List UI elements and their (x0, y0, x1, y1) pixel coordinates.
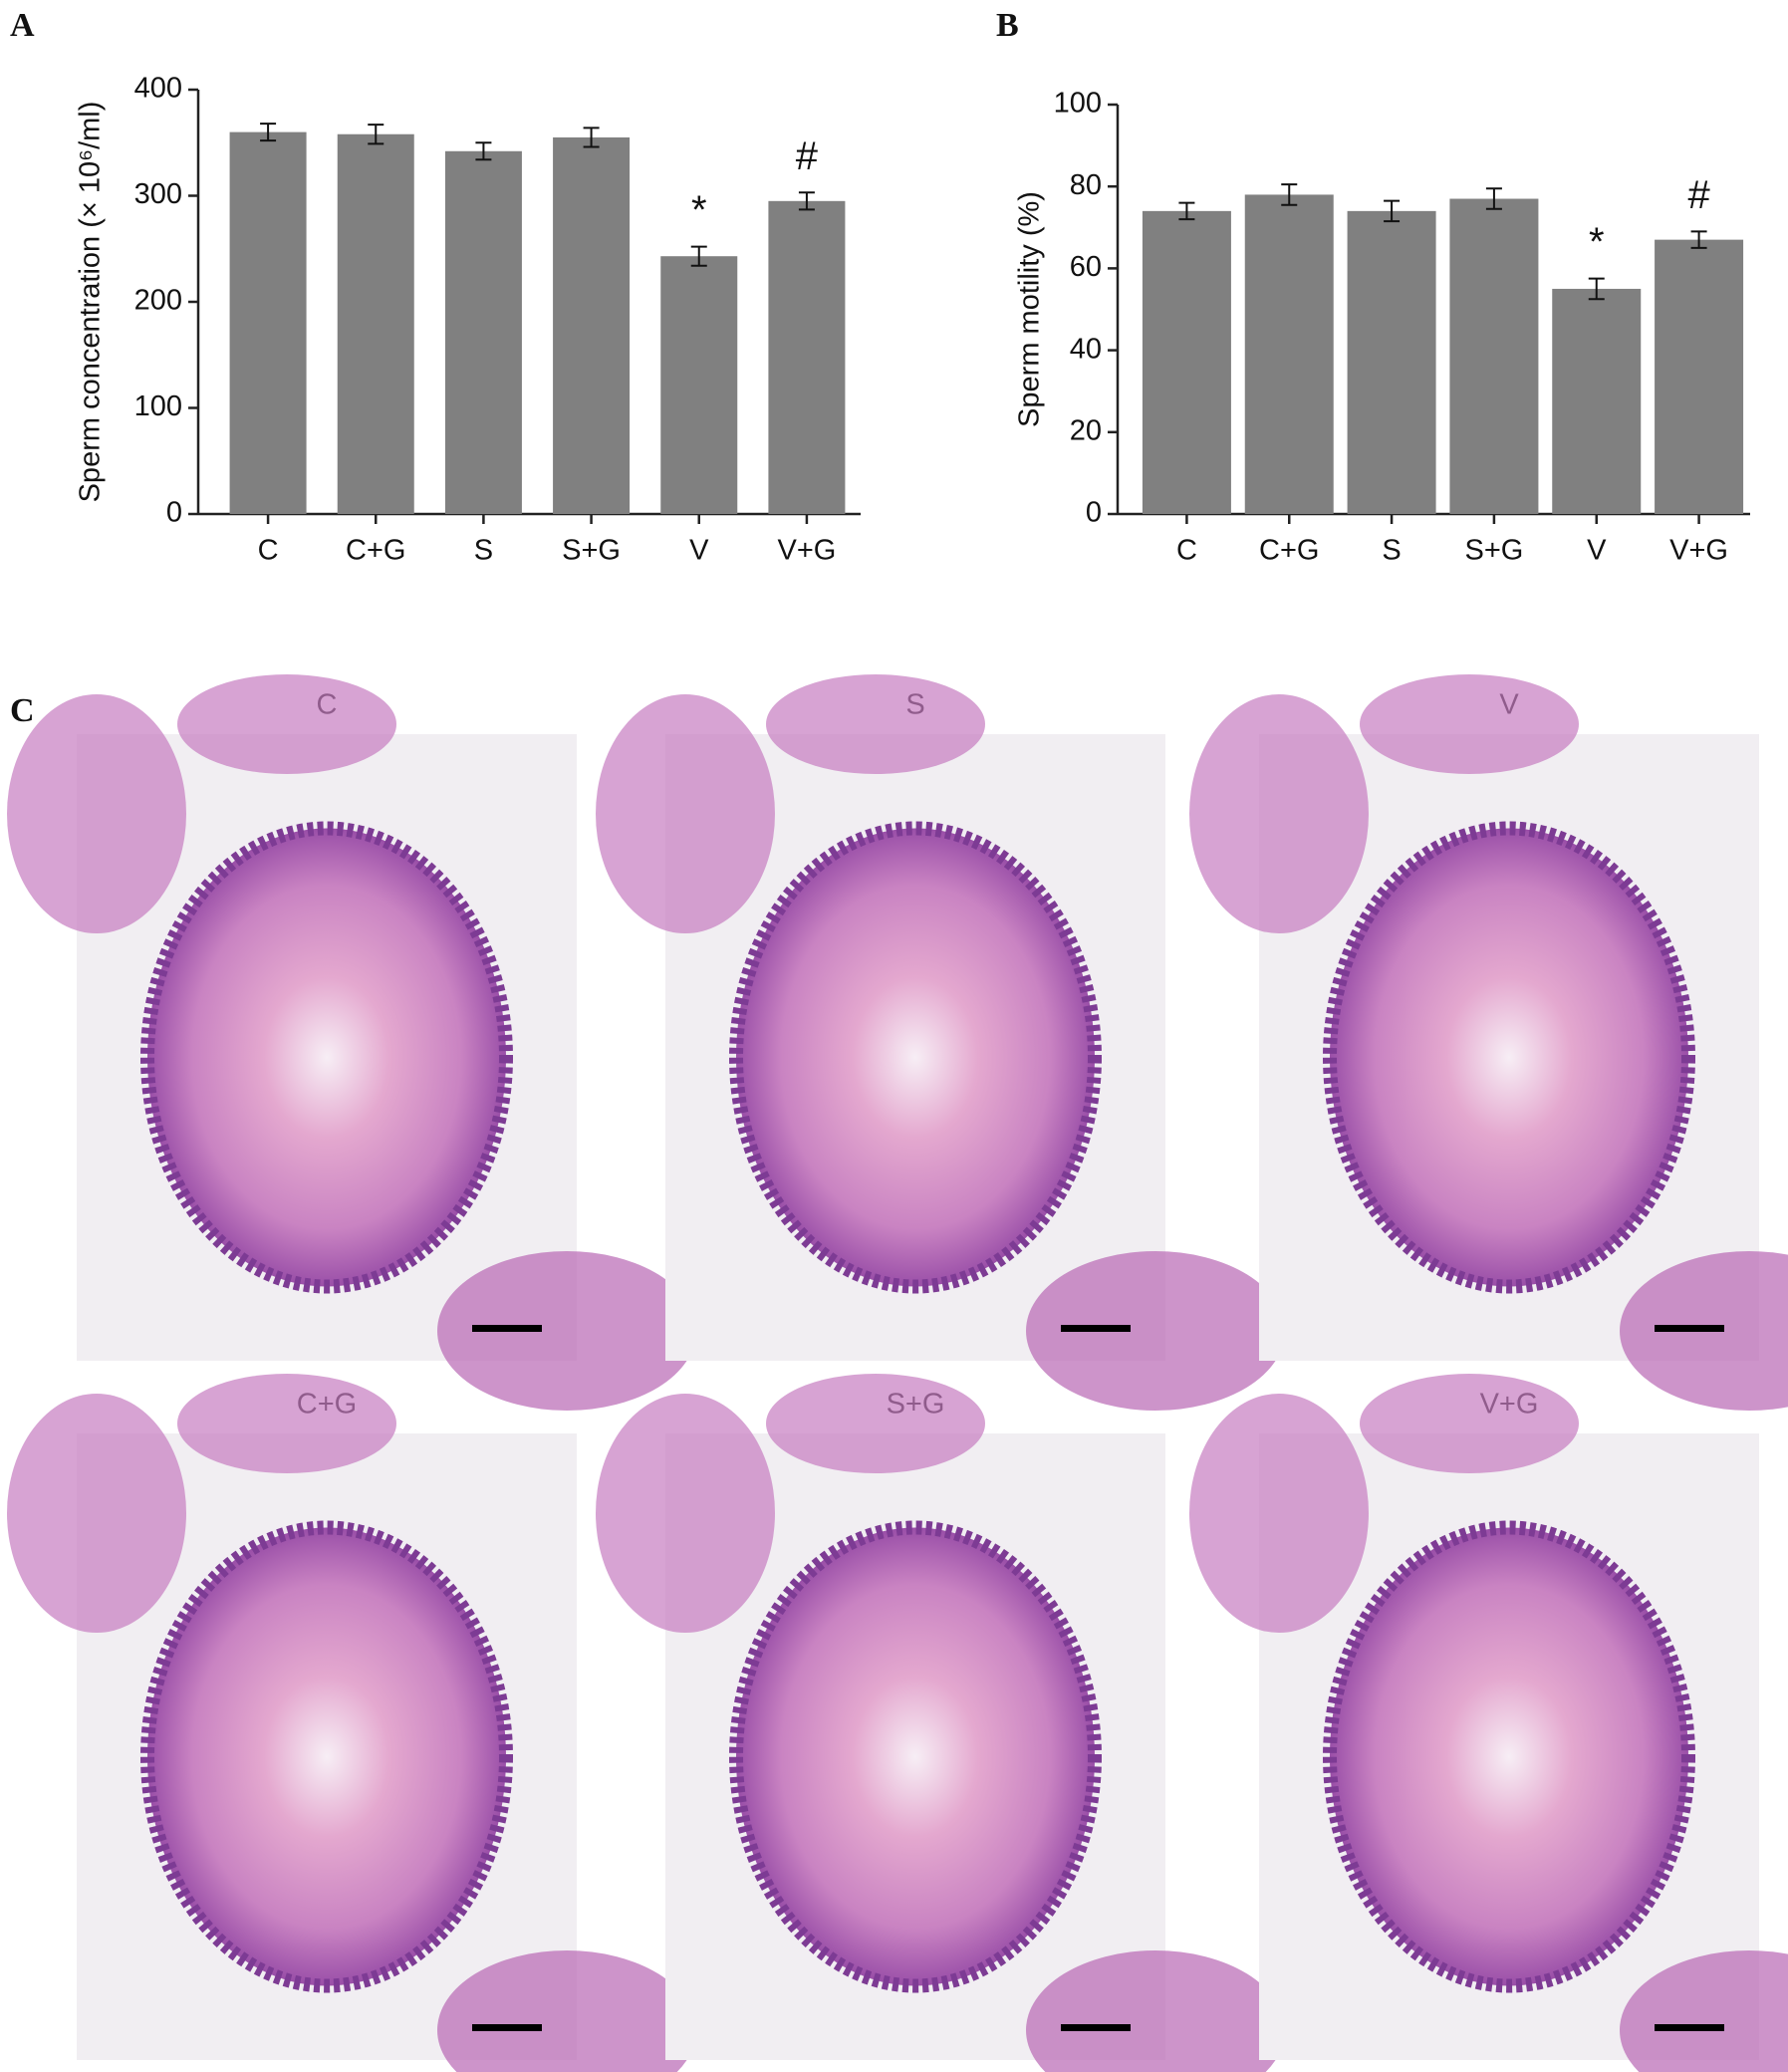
error-bar (1588, 277, 1605, 301)
x-tick-label: V+G (777, 535, 836, 567)
y-tick-label: 400 (134, 73, 182, 105)
annotation: * (691, 188, 707, 232)
annotation: * (1589, 220, 1605, 264)
x-tick-label: C+G (346, 535, 405, 567)
bar (1142, 210, 1231, 515)
error-bar (1178, 201, 1195, 221)
micrograph (7, 674, 696, 1411)
neighbor-tubule (1360, 1374, 1579, 1473)
neighbor-tubule (766, 1374, 985, 1473)
tubule (1323, 821, 1695, 1294)
x-tick-label: C+G (1259, 535, 1319, 567)
neighbor-tubule (177, 1374, 396, 1473)
x-tick-label: C (1176, 535, 1197, 567)
y-tick-label: 0 (1086, 497, 1102, 529)
micrograph (7, 1374, 696, 2072)
error-bar (1281, 183, 1298, 206)
y-tick-label: 100 (134, 390, 182, 422)
micrograph (1189, 674, 1788, 1411)
tubule (140, 821, 513, 1294)
scale-bar (1655, 1325, 1724, 1332)
bar (1244, 194, 1334, 515)
x-tick-label: V+G (1669, 535, 1728, 567)
neighbor-tubule (1026, 1950, 1285, 2072)
x-tick-label: S+G (562, 535, 621, 567)
neighbor-tubule (596, 1394, 775, 1633)
y-tick-label: 0 (166, 497, 182, 529)
neighbor-tubule (596, 694, 775, 933)
neighbor-tubule (7, 1394, 186, 1633)
bar (229, 131, 307, 514)
y-tick-label: 20 (1070, 414, 1102, 446)
error-bar (260, 123, 277, 142)
scale-bar (1061, 2024, 1131, 2031)
y-tick-label: 80 (1070, 169, 1102, 201)
micrograph (1189, 1374, 1788, 2072)
neighbor-tubule (177, 674, 396, 774)
bar (768, 200, 846, 514)
error-bar (583, 127, 600, 148)
y-tick-label: 100 (1054, 88, 1102, 120)
scale-bar (472, 2024, 542, 2031)
annotation: # (1687, 173, 1710, 217)
micrograph (596, 674, 1285, 1411)
x-tick-label: C (258, 535, 279, 567)
error-bar (475, 141, 492, 161)
error-bar (1690, 230, 1707, 249)
x-tick-label: S+G (1464, 535, 1523, 567)
bar (660, 256, 738, 514)
neighbor-tubule (1360, 674, 1579, 774)
y-tick-label: 300 (134, 178, 182, 210)
bar (337, 133, 414, 515)
y-tick-label: 60 (1070, 251, 1102, 283)
y-axis-label: Sperm concentration (× 10⁶/ml) (75, 102, 107, 503)
bar (1347, 210, 1436, 515)
y-tick-label: 200 (134, 285, 182, 317)
neighbor-tubule (7, 694, 186, 933)
scale-bar (1061, 1325, 1131, 1332)
y-axis-label: Sperm motility (%) (1014, 191, 1046, 427)
neighbor-tubule (437, 1251, 696, 1411)
x-tick-label: S (1382, 535, 1401, 567)
neighbor-tubule (1189, 1394, 1369, 1633)
panel-label: A (10, 7, 35, 44)
tubule (729, 1520, 1102, 1993)
error-bar (1384, 199, 1401, 223)
tubule (729, 821, 1102, 1294)
y-tick-label: 40 (1070, 333, 1102, 365)
bar (1552, 288, 1642, 514)
tubule (1323, 1520, 1695, 1993)
micrograph (596, 1374, 1285, 2072)
neighbor-tubule (1189, 694, 1369, 933)
neighbor-tubule (1620, 1950, 1788, 2072)
bar (1655, 239, 1744, 514)
x-tick-label: S (474, 535, 493, 567)
x-tick-label: V (689, 535, 709, 567)
bar (553, 136, 631, 515)
x-tick-label: V (1587, 535, 1607, 567)
error-bar (1485, 187, 1502, 210)
bar (1449, 198, 1539, 514)
neighbor-tubule (766, 674, 985, 774)
scale-bar (1655, 2024, 1724, 2031)
error-bar (368, 124, 384, 145)
scale-bar (472, 1325, 542, 1332)
panel-label: C (10, 692, 35, 729)
neighbor-tubule (1026, 1251, 1285, 1411)
annotation: # (796, 134, 819, 178)
tubule (140, 1520, 513, 1993)
panel-label: B (996, 7, 1019, 44)
neighbor-tubule (437, 1950, 696, 2072)
error-bar (798, 191, 815, 211)
bar (444, 150, 522, 514)
error-bar (690, 245, 707, 267)
